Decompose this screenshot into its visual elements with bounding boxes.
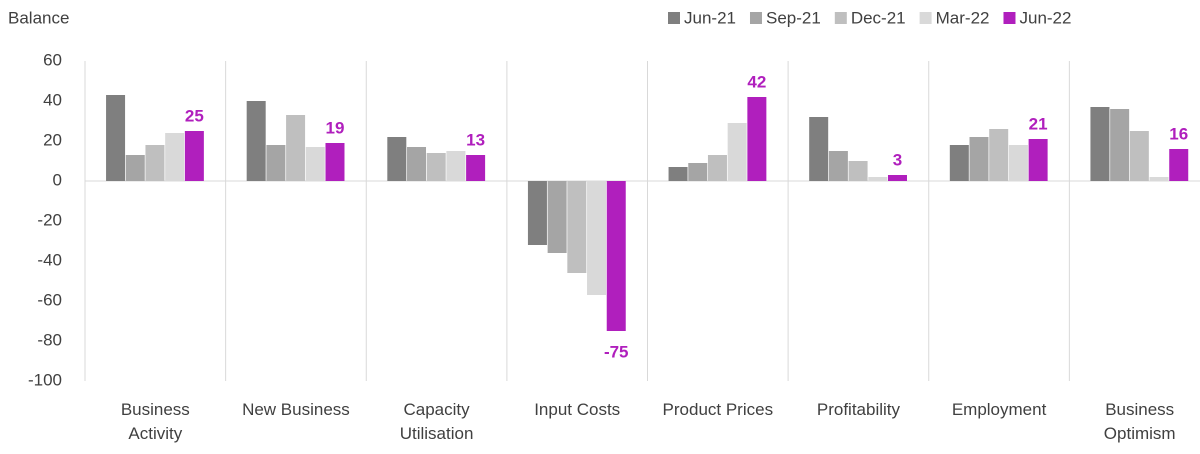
legend-swatch — [668, 12, 680, 24]
bar — [165, 133, 185, 181]
bar — [887, 175, 907, 181]
data-label: 25 — [185, 106, 204, 125]
bar — [286, 115, 306, 181]
bar — [407, 147, 427, 181]
bar — [1028, 139, 1048, 181]
x-tick-label: Employment — [951, 400, 1047, 419]
bar — [305, 147, 325, 181]
bar — [527, 181, 547, 245]
y-tick-label: -100 — [28, 370, 62, 389]
legend-label: Mar-22 — [936, 8, 990, 27]
bar — [727, 123, 747, 181]
legend-label: Dec-21 — [851, 8, 906, 27]
bar — [868, 177, 888, 181]
bar — [567, 181, 587, 273]
data-label: 19 — [326, 118, 345, 137]
data-label: 13 — [466, 130, 485, 149]
data-label: 42 — [747, 72, 766, 91]
x-tick-label: Capacity Utilisation — [399, 400, 474, 443]
x-tick-label: Business Activity — [120, 400, 190, 443]
y-tick-label: 0 — [53, 170, 62, 189]
bar — [809, 117, 829, 181]
bar — [547, 181, 567, 253]
bar — [1169, 149, 1189, 181]
bar — [606, 181, 626, 331]
bar — [848, 161, 868, 181]
y-tick-label: -80 — [37, 330, 62, 349]
bar — [989, 129, 1009, 181]
bar — [325, 143, 345, 181]
legend-swatch — [919, 12, 932, 24]
data-label: 16 — [1169, 124, 1188, 143]
bar — [246, 101, 266, 181]
bar — [145, 145, 165, 181]
y-tick-label: 40 — [43, 90, 62, 109]
y-tick-label: 20 — [43, 130, 62, 149]
bar — [426, 153, 446, 181]
legend-swatch — [1003, 12, 1016, 24]
data-label: 21 — [1029, 114, 1048, 133]
bar — [466, 155, 486, 181]
bar — [587, 181, 607, 295]
bar — [1149, 177, 1169, 181]
bar — [828, 151, 848, 181]
x-tick-label: Input Costs — [534, 400, 621, 419]
y-tick-label: -60 — [37, 290, 62, 309]
bar — [668, 167, 688, 181]
y-tick-label: -40 — [37, 250, 62, 269]
y-tick-label: 60 — [43, 50, 62, 69]
bar — [949, 145, 969, 181]
y-tick-label: -20 — [37, 210, 62, 229]
legend-label: Jun-21 — [684, 8, 736, 27]
data-label: -75 — [604, 342, 629, 361]
bar — [969, 137, 989, 181]
bar — [106, 95, 126, 181]
bar — [446, 151, 466, 181]
bar — [707, 155, 727, 181]
legend-swatch — [834, 12, 847, 24]
legend-label: Sep-21 — [766, 8, 821, 27]
bar — [1110, 109, 1130, 181]
x-tick-label: New Business — [242, 400, 350, 419]
bar — [688, 163, 708, 181]
axis-title: Balance — [8, 8, 69, 27]
x-tick-label: Profitability — [816, 400, 900, 419]
legend-label: Jun-22 — [1019, 8, 1071, 27]
x-tick-label: Product Prices — [662, 400, 774, 419]
data-label: 3 — [893, 150, 902, 169]
bar — [1129, 131, 1149, 181]
bar — [1090, 107, 1110, 181]
legend-swatch — [749, 12, 762, 24]
bar — [266, 145, 286, 181]
bar — [184, 131, 204, 181]
x-tick-label: Business Optimism — [1103, 400, 1176, 443]
bar — [1008, 145, 1028, 181]
bar — [387, 137, 407, 181]
bar — [125, 155, 145, 181]
bar — [747, 97, 767, 181]
